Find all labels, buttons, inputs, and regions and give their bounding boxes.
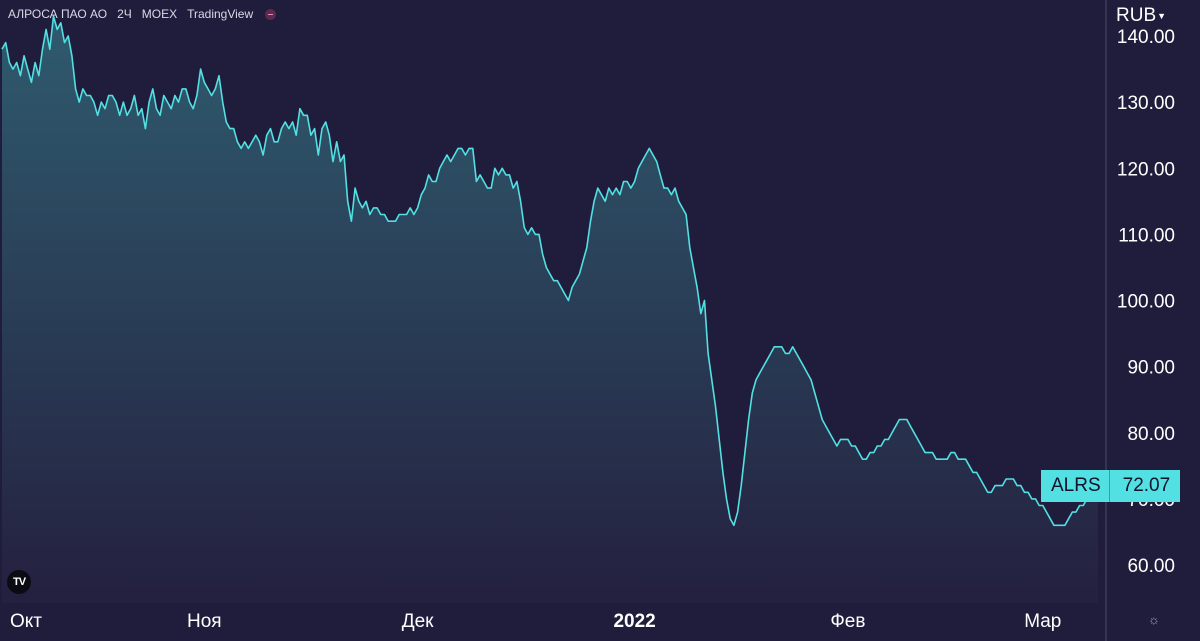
currency-selector[interactable]: RUB▼ xyxy=(1116,5,1169,27)
time-tick-label: Фев xyxy=(830,611,865,632)
price-tick-label: 120.00 xyxy=(1117,159,1175,180)
price-tag-value: 72.07 xyxy=(1122,475,1171,496)
price-tick-label: 100.00 xyxy=(1117,292,1175,313)
time-tick-label: 2022 xyxy=(613,611,655,632)
currency-icon xyxy=(265,8,277,20)
currency-label: RUB xyxy=(1116,5,1157,26)
time-tick-label: Дек xyxy=(402,611,434,632)
exchange-label: MOEX xyxy=(141,7,178,21)
source-label: TradingView xyxy=(187,7,254,21)
price-tick-label: 80.00 xyxy=(1127,424,1175,445)
time-tick-label: Окт xyxy=(10,611,42,632)
last-price-tag: ALRS 72.07 xyxy=(1041,470,1181,502)
price-area-fill xyxy=(2,16,1098,603)
tradingview-logo[interactable]: TV xyxy=(7,570,31,594)
symbol-header: АЛРОСА ПАО АО 2Ч MOEX TradingView xyxy=(8,7,277,21)
price-tick-label: 130.00 xyxy=(1117,93,1175,114)
price-tick-label: 60.00 xyxy=(1127,556,1175,577)
price-tick-label: 90.00 xyxy=(1127,358,1175,379)
time-tick-label: Ноя xyxy=(187,611,222,632)
chevron-down-icon: ▼ xyxy=(1157,11,1167,21)
price-tag-symbol: ALRS xyxy=(1051,475,1101,496)
interval-label[interactable]: 2Ч xyxy=(117,7,132,21)
time-axis[interactable]: ОктНояДек2022ФевМарИюн xyxy=(10,611,1200,632)
time-tick-label: Мар xyxy=(1024,611,1061,632)
price-tick-label: 140.00 xyxy=(1117,27,1175,48)
price-tag-separator xyxy=(1108,470,1110,502)
price-line xyxy=(1,15,1099,527)
symbol-name[interactable]: АЛРОСА ПАО АО xyxy=(8,7,108,21)
gear-icon[interactable]: ☼ xyxy=(1148,612,1160,627)
price-tick-label: 110.00 xyxy=(1118,225,1175,246)
